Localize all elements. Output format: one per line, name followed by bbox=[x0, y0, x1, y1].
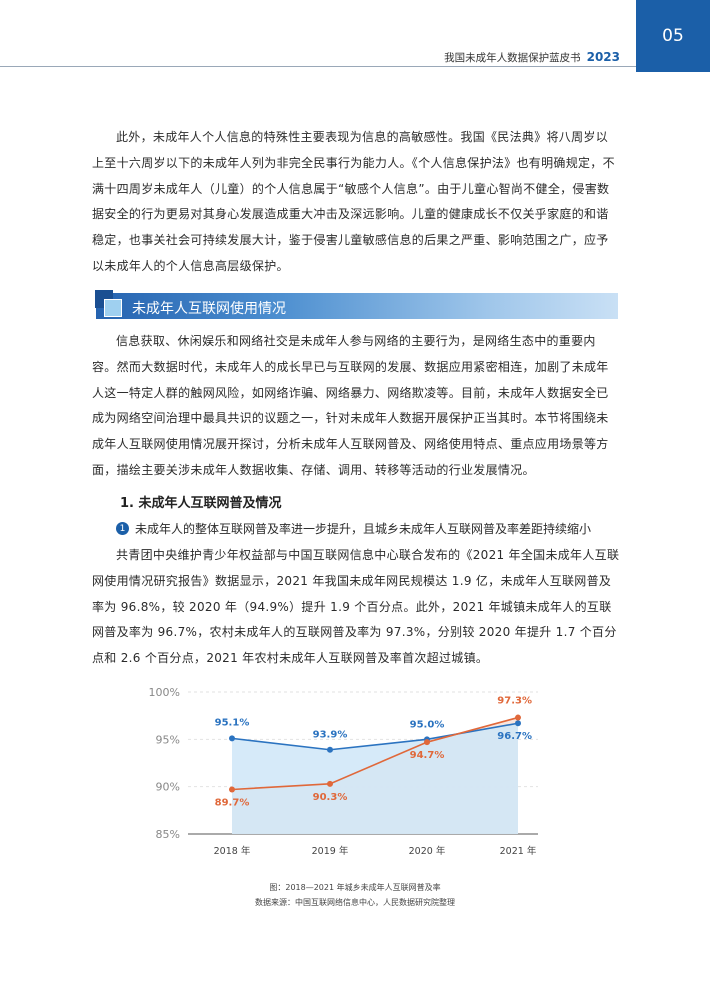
bullet-text: 未成年人的整体互联网普及率进一步提升，且城乡未成年人互联网普及率差距持续缩小 bbox=[135, 522, 592, 536]
series-1-area bbox=[232, 723, 518, 834]
chart-caption: 图：2018—2021 年城乡未成年人互联网普及率 bbox=[269, 883, 441, 892]
series-2-point bbox=[515, 714, 521, 721]
y-tick-label: 85% bbox=[156, 828, 180, 841]
y-tick-label: 90% bbox=[156, 781, 180, 794]
series-1-data-label: 95.0% bbox=[410, 719, 445, 730]
x-tick-label: 2018 年 bbox=[214, 845, 251, 857]
series-1-point bbox=[515, 720, 521, 727]
x-tick-label: 2020 年 bbox=[409, 845, 446, 857]
x-tick-label: 2021 年 bbox=[500, 845, 537, 857]
paragraph-report: 共青团中央维护青少年权益部与中国互联网信息中心联合发布的《2021 年全国未成年… bbox=[92, 548, 620, 666]
header-rule bbox=[0, 66, 636, 67]
running-header: 我国未成年人数据保护蓝皮书 2023 bbox=[444, 50, 620, 65]
series-1-data-label: 95.1% bbox=[215, 717, 250, 728]
series-2-point bbox=[424, 739, 430, 746]
series-2-point bbox=[327, 780, 333, 787]
page-number: 05 bbox=[662, 26, 684, 46]
series-1-data-label: 93.9% bbox=[313, 730, 348, 741]
series-1-line bbox=[231, 722, 519, 751]
series-2-line bbox=[231, 716, 519, 791]
bullet-number: 1 bbox=[116, 522, 129, 535]
series-1-point bbox=[327, 746, 333, 753]
section-square-light bbox=[104, 299, 122, 317]
page-number-tab: 05 bbox=[636, 0, 710, 72]
paragraph-usage: 信息获取、休闲娱乐和网络社交是未成年人参与网络的主要行为，是网络生态中的重要内容… bbox=[92, 334, 609, 477]
series-2-data-label: 94.7% bbox=[410, 750, 445, 761]
paragraph-sensitivity: 此外，未成年人个人信息的特殊性主要表现为信息的高敏感性。我国《民法典》将八周岁以… bbox=[92, 130, 615, 273]
series-2-data-label: 90.3% bbox=[313, 792, 348, 803]
chart-source: 数据来源：中国互联网络信息中心，人民数据研究院整理 bbox=[255, 898, 455, 907]
section-banner bbox=[96, 293, 618, 319]
series-2-point bbox=[229, 786, 235, 793]
header-title: 我国未成年人数据保护蓝皮书 bbox=[444, 52, 581, 64]
penetration-chart: 85% 90% 95% 100% 95.1% 93.9% 95.0% 96.7% 89.7% 9… bbox=[149, 686, 538, 857]
series-2-data-label: 97.3% bbox=[497, 696, 532, 707]
y-tick-label: 100% bbox=[149, 686, 180, 699]
bullet-point: 1 未成年人的整体互联网普及率进一步提升，且城乡未成年人互联网普及率差距持续缩小 bbox=[116, 520, 591, 537]
subheading: 1. 未成年人互联网普及情况 bbox=[120, 496, 282, 511]
series-2-data-label: 89.7% bbox=[215, 798, 250, 809]
y-tick-label: 95% bbox=[156, 733, 180, 746]
header-year: 2023 bbox=[586, 50, 620, 64]
x-tick-label: 2019 年 bbox=[312, 845, 349, 857]
series-1-point bbox=[229, 735, 235, 742]
section-title: 未成年人互联网使用情况 bbox=[132, 301, 286, 317]
series-1-data-label: 96.7% bbox=[497, 731, 532, 742]
